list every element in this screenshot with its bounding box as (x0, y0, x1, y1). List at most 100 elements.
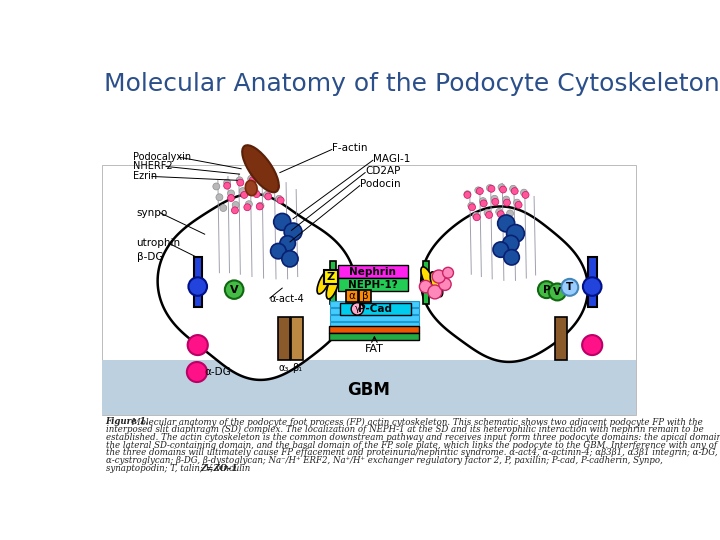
Polygon shape (421, 206, 588, 362)
Circle shape (498, 215, 515, 232)
Text: CD2AP: CD2AP (365, 166, 400, 176)
Text: V: V (554, 287, 562, 297)
Ellipse shape (242, 145, 279, 192)
Circle shape (236, 177, 243, 184)
Circle shape (246, 201, 253, 208)
Bar (329, 333, 419, 340)
Text: interposed slit diaphragm (SD) complex. The localization of NEPH-1 at the SD and: interposed slit diaphragm (SD) complex. … (106, 425, 703, 434)
Bar (324, 271, 338, 284)
Bar (102, 165, 636, 415)
Text: γ: γ (355, 305, 360, 313)
Text: NHERF2: NHERF2 (132, 161, 172, 171)
Bar (330, 308, 419, 314)
Circle shape (257, 202, 264, 209)
Text: utrophin: utrophin (137, 239, 181, 248)
Text: β: β (362, 291, 369, 301)
Bar (330, 261, 336, 303)
Circle shape (522, 192, 529, 198)
Text: α-cystroglycan; β-DG, β-dystoglycan; Na⁻/H⁺ ERF2, Na⁺/H⁺ exchanger regulatory fa: α-cystroglycan; β-DG, β-dystoglycan; Na⁻… (106, 456, 662, 465)
Circle shape (515, 201, 522, 208)
Text: α₃: α₃ (279, 363, 289, 373)
Text: Figure 1.: Figure 1. (106, 417, 149, 427)
Text: FAT: FAT (365, 343, 384, 354)
Circle shape (244, 204, 251, 211)
Ellipse shape (246, 180, 257, 195)
Text: F-actin: F-actin (332, 143, 367, 153)
Circle shape (438, 278, 451, 291)
Circle shape (503, 235, 519, 252)
Text: synpo: synpo (137, 208, 168, 218)
Circle shape (503, 196, 510, 203)
Circle shape (251, 188, 258, 195)
Circle shape (521, 189, 528, 196)
Circle shape (224, 182, 230, 189)
Circle shape (464, 191, 471, 198)
Circle shape (233, 201, 239, 208)
Circle shape (282, 251, 298, 267)
Text: Z=ZO-1: Z=ZO-1 (200, 464, 238, 472)
Bar (338, 278, 408, 291)
Text: GBM: GBM (348, 381, 390, 399)
Text: the three domains will ultimately cause FP effacement and proteinuria/nephritic : the three domains will ultimately cause … (106, 448, 717, 457)
Bar (423, 261, 429, 303)
Circle shape (256, 203, 264, 210)
Text: NEPH-1?: NEPH-1? (348, 280, 397, 289)
Text: MAGI-1: MAGI-1 (373, 154, 410, 164)
Circle shape (228, 194, 235, 201)
Text: β₁: β₁ (292, 363, 302, 373)
Circle shape (265, 193, 271, 200)
Circle shape (472, 212, 480, 219)
Circle shape (488, 185, 495, 192)
Circle shape (272, 183, 279, 190)
Circle shape (480, 200, 487, 207)
Circle shape (276, 195, 282, 202)
Circle shape (507, 210, 513, 217)
Bar (330, 301, 419, 307)
Circle shape (240, 192, 248, 198)
Circle shape (498, 184, 505, 191)
Ellipse shape (430, 272, 443, 296)
Circle shape (284, 223, 302, 241)
Bar (555, 318, 567, 360)
Circle shape (468, 202, 474, 209)
Text: α: α (348, 291, 356, 301)
Circle shape (239, 187, 246, 194)
Circle shape (187, 362, 207, 382)
Bar (588, 257, 597, 307)
Circle shape (492, 198, 499, 205)
Text: α-act-4: α-act-4 (270, 294, 305, 304)
Circle shape (261, 179, 268, 186)
Text: Podocalyxin: Podocalyxin (132, 152, 191, 162)
Text: Z: Z (327, 272, 335, 282)
Ellipse shape (317, 270, 331, 294)
Text: V: V (230, 285, 238, 295)
Circle shape (484, 209, 491, 216)
Bar (340, 303, 411, 315)
Text: the lateral SD-containing domain, and the basal domain of the FP sole plate, whi: the lateral SD-containing domain, and th… (106, 441, 716, 450)
Text: P-Cad: P-Cad (359, 304, 392, 314)
Circle shape (469, 204, 476, 211)
Text: Nephrin: Nephrin (349, 267, 396, 276)
Ellipse shape (421, 267, 435, 291)
Circle shape (216, 194, 223, 201)
Circle shape (561, 279, 578, 296)
Bar (359, 289, 372, 302)
Circle shape (188, 335, 208, 355)
Circle shape (277, 197, 284, 204)
Circle shape (477, 187, 483, 194)
Circle shape (498, 211, 504, 218)
Circle shape (443, 267, 454, 278)
Text: α-DG: α-DG (204, 367, 231, 377)
Circle shape (253, 191, 260, 198)
Text: Molecular Anatomy of the Podocyte Cytoskeleton: Molecular Anatomy of the Podocyte Cytosk… (104, 72, 720, 97)
Circle shape (493, 242, 508, 257)
Circle shape (237, 179, 244, 186)
Circle shape (274, 213, 291, 231)
Bar (194, 257, 202, 307)
Circle shape (271, 181, 278, 188)
Circle shape (432, 270, 446, 283)
Text: P: P (543, 285, 550, 295)
Circle shape (538, 281, 555, 298)
Bar (346, 289, 358, 302)
Circle shape (549, 284, 566, 300)
